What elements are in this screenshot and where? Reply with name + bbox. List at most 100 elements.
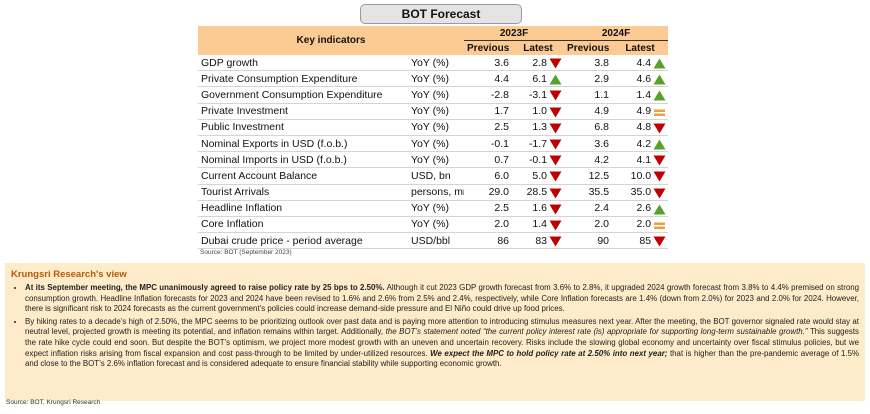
value-cell: 2.9 bbox=[564, 70, 613, 88]
value-cell: 83 bbox=[512, 232, 565, 250]
cell-text: 4.2 bbox=[636, 137, 652, 150]
cell-text: Dubai crude price - period average bbox=[201, 234, 363, 247]
indicator: Dubai crude price - period average bbox=[198, 232, 408, 250]
value-cell: 1.4 bbox=[512, 216, 565, 234]
trend-icon bbox=[549, 220, 562, 231]
trend-icon bbox=[653, 171, 666, 182]
cell-text: 85 bbox=[639, 234, 652, 247]
cell-text: 1.7 bbox=[494, 105, 510, 118]
indicator: Nominal Imports in USD (f.o.b.) bbox=[198, 151, 408, 169]
cell-text: YoY (%) bbox=[411, 218, 449, 231]
value-cell: 10.0 bbox=[612, 167, 669, 185]
trend-icon bbox=[549, 236, 562, 247]
value-cell: 4.1 bbox=[612, 151, 669, 169]
table-row: Current Account Balance USD, bn 6.0 5.0 12.5… bbox=[198, 167, 669, 185]
cell-text: -2.8 bbox=[490, 88, 510, 101]
text-run: that is higher than the pre-pandemic ave… bbox=[25, 348, 859, 369]
cell-text: YoY (%) bbox=[411, 137, 449, 150]
value-cell: 2.0 bbox=[464, 216, 513, 234]
cell-text: 2.5 bbox=[494, 202, 510, 215]
value-cell: 0.7 bbox=[464, 151, 513, 169]
trend-icon bbox=[549, 74, 562, 85]
value-cell: 2.5 bbox=[464, 200, 513, 217]
unit: YoY (%) bbox=[408, 200, 465, 217]
trend-icon bbox=[653, 188, 666, 198]
trend-icon bbox=[653, 90, 666, 101]
cell-text: 4.4 bbox=[636, 56, 652, 69]
text-run: By hiking rates to a decade’s high of 2.… bbox=[25, 316, 859, 337]
value-cell: 2.0 bbox=[612, 216, 669, 234]
value-cell: 1.4 bbox=[612, 86, 669, 104]
trend-icon bbox=[653, 139, 666, 150]
trend-icon bbox=[654, 109, 666, 116]
unit: YoY (%) bbox=[408, 86, 465, 104]
cell-text: 5.0 bbox=[532, 169, 548, 182]
value-cell: 4.6 bbox=[612, 70, 669, 88]
sub-header: Latest bbox=[612, 40, 669, 55]
table-row: Nominal Imports in USD (f.o.b.) YoY (%) 0.… bbox=[198, 151, 669, 169]
cell-text: Tourist Arrivals bbox=[201, 186, 270, 199]
value-cell: 3.6 bbox=[464, 55, 513, 72]
value-cell: -2.8 bbox=[464, 86, 513, 104]
cell-text: Government Consumption Expenditure bbox=[201, 88, 383, 101]
value-cell: 3.8 bbox=[564, 55, 613, 72]
cell-text: 83 bbox=[535, 234, 548, 247]
cell-text: Private Investment bbox=[201, 105, 288, 118]
indicator: GDP growth bbox=[198, 55, 408, 72]
trend-icon bbox=[653, 74, 666, 85]
cell-text: 2.5 bbox=[494, 121, 510, 134]
text-run: the BOT’s statement noted “the current p… bbox=[385, 327, 808, 337]
cell-text: 2.0 bbox=[636, 218, 652, 231]
title: BOT Forecast bbox=[360, 4, 522, 24]
value-cell: 2.4 bbox=[564, 200, 613, 217]
trend-icon bbox=[653, 236, 666, 247]
cell-text: 12.5 bbox=[588, 169, 610, 182]
value-cell: 35.5 bbox=[564, 184, 613, 201]
cell-text: 1.0 bbox=[532, 105, 548, 118]
cell-text: 6.8 bbox=[594, 121, 610, 134]
value-cell: 1.6 bbox=[512, 200, 565, 217]
value-cell: 4.4 bbox=[464, 70, 513, 88]
text-run: Although it cut 2023 GDP growth forecast… bbox=[25, 283, 860, 314]
value-cell: 12.5 bbox=[564, 167, 613, 185]
cell-text: 29.0 bbox=[488, 186, 510, 199]
cell-text: 28.5 bbox=[526, 186, 548, 199]
table-row: Headline Inflation YoY (%) 2.5 1.6 2.4 2.6 bbox=[198, 200, 669, 217]
unit: USD/bbl bbox=[408, 232, 465, 250]
cell-text: 3.8 bbox=[594, 56, 610, 69]
table-source: Source: BOT (September 2023) bbox=[200, 249, 292, 256]
value-cell: 2.8 bbox=[512, 55, 565, 72]
cell-text: GDP growth bbox=[201, 56, 258, 69]
value-cell: 4.9 bbox=[612, 103, 669, 120]
trend-icon bbox=[549, 171, 562, 182]
unit: YoY (%) bbox=[408, 135, 465, 153]
cell-text: 10.0 bbox=[630, 169, 652, 182]
trend-icon bbox=[549, 139, 562, 150]
cell-text: YoY (%) bbox=[411, 153, 449, 166]
cell-text: Nominal Imports in USD (f.o.b.) bbox=[201, 153, 347, 166]
indicator: Tourist Arrivals bbox=[198, 184, 408, 201]
value-cell: 4.2 bbox=[564, 151, 613, 169]
unit: YoY (%) bbox=[408, 119, 465, 136]
cell-text: Headline Inflation bbox=[201, 202, 283, 215]
text-run: At its September meeting, the MPC unanim… bbox=[25, 283, 385, 292]
value-cell: 6.1 bbox=[512, 70, 565, 88]
cell-text: Nominal Exports in USD (f.o.b.) bbox=[201, 137, 348, 150]
bullet: By hiking rates to a decade’s high of 2.… bbox=[25, 317, 859, 370]
value-cell: 90 bbox=[564, 232, 613, 250]
unit: YoY (%) bbox=[408, 103, 465, 120]
unit: YoY (%) bbox=[408, 216, 465, 234]
unit: USD, bn bbox=[408, 167, 465, 185]
table-row: Private Investment YoY (%) 1.7 1.0 4.9 4.9 bbox=[198, 103, 669, 120]
value-cell: 4.8 bbox=[612, 119, 669, 136]
sub-header: Previous bbox=[564, 40, 613, 55]
text-run: We expect the MPC to hold policy rate at… bbox=[430, 348, 668, 358]
trend-icon bbox=[549, 107, 562, 118]
year-header: 2024F bbox=[564, 26, 669, 41]
value-cell: 1.7 bbox=[464, 103, 513, 120]
cell-text: 3.6 bbox=[594, 137, 610, 150]
cell-text: 2.0 bbox=[594, 218, 610, 231]
value-cell: 6.0 bbox=[464, 167, 513, 185]
trend-icon bbox=[549, 58, 562, 69]
